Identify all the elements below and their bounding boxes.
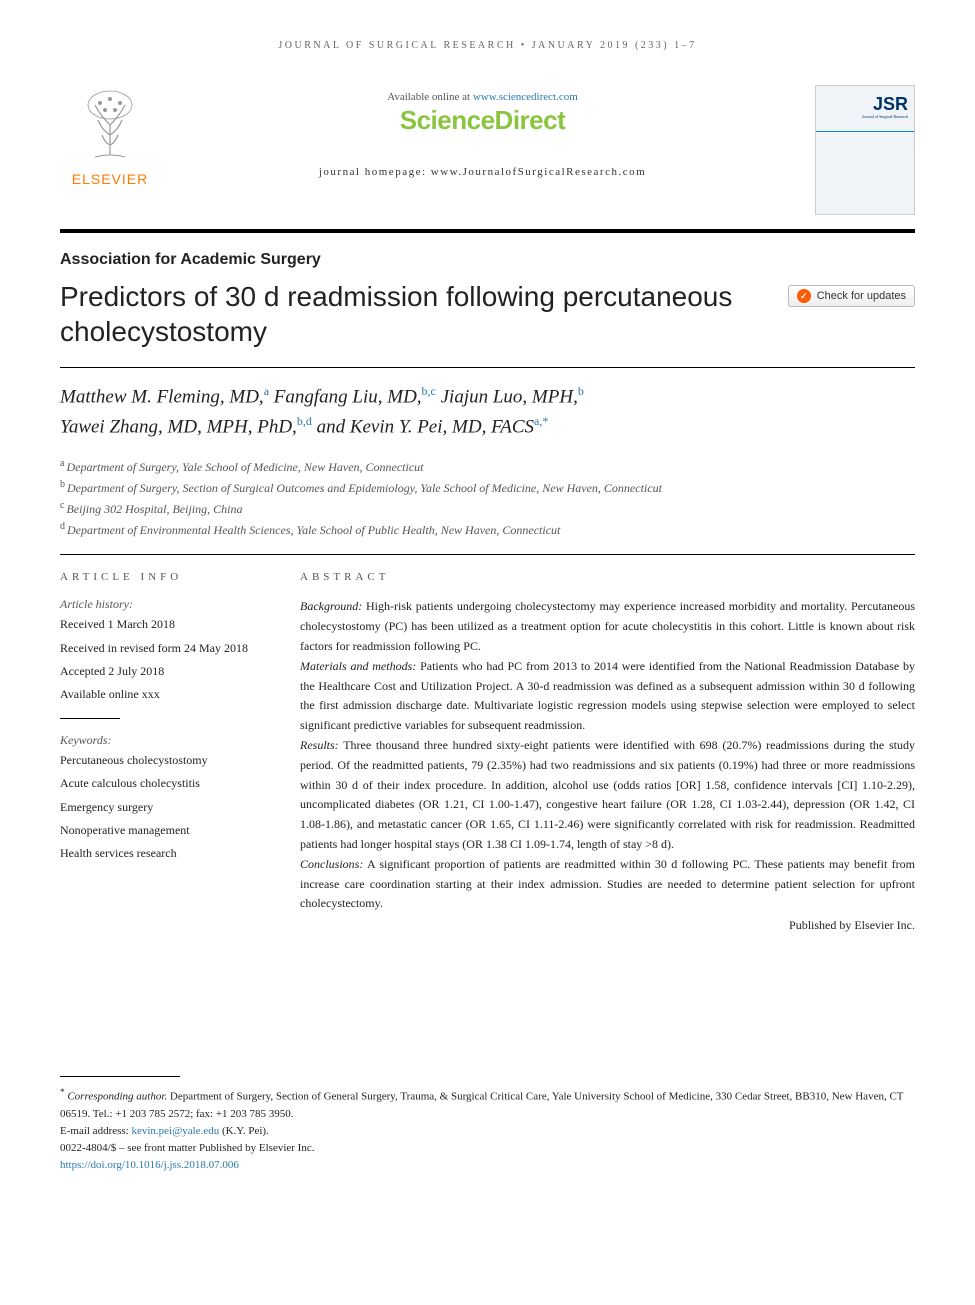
article-info-heading: ARTICLE INFO bbox=[60, 571, 260, 583]
keywords-label: Keywords: bbox=[60, 733, 260, 748]
abstract-bg-text: High-risk patients undergoing cholecyste… bbox=[300, 599, 915, 653]
cover-subtitle: Journal of Surgical Research bbox=[862, 114, 908, 119]
abstract-results: Results: Three thousand three hundred si… bbox=[300, 736, 915, 855]
corresponding-author: * Corresponding author. Department of Su… bbox=[60, 1085, 915, 1123]
running-head: JOURNAL OF SURGICAL RESEARCH • JANUARY 2… bbox=[60, 40, 915, 51]
article-info-column: ARTICLE INFO Article history: Received 1… bbox=[60, 571, 260, 936]
article-title: Predictors of 30 d readmission following… bbox=[60, 279, 768, 349]
footnote-rule bbox=[60, 1076, 180, 1077]
abstract-column: ABSTRACT Background: High-risk patients … bbox=[300, 571, 915, 936]
keyword: Acute calculous cholecystitis bbox=[60, 774, 260, 793]
history-label: Article history: bbox=[60, 597, 260, 612]
affiliation-item: dDepartment of Environmental Health Scie… bbox=[60, 519, 915, 540]
check-updates-button[interactable]: ✓ Check for updates bbox=[788, 285, 915, 307]
accepted-date: Accepted 2 July 2018 bbox=[60, 662, 260, 681]
affiliation-mark: c bbox=[60, 500, 64, 511]
corr-label: Corresponding author. bbox=[67, 1091, 167, 1103]
journal-cover-thumbnail[interactable]: JSR Journal of Surgical Research bbox=[815, 85, 915, 215]
affiliation-item: aDepartment of Surgery, Yale School of M… bbox=[60, 456, 915, 477]
affiliation-text: Department of Environmental Health Scien… bbox=[67, 523, 560, 537]
affiliation-mark: d bbox=[60, 521, 65, 532]
abstract-res-label: Results: bbox=[300, 738, 339, 752]
abstract-bg-label: Background: bbox=[300, 599, 362, 613]
affiliation-text: Department of Surgery, Section of Surgic… bbox=[67, 481, 662, 495]
affiliation-ref[interactable]: b bbox=[578, 384, 584, 398]
abstract-con-label: Conclusions: bbox=[300, 857, 363, 871]
abstract-res-text: Three thousand three hundred sixty-eight… bbox=[300, 738, 915, 851]
corr-text: Department of Surgery, Section of Genera… bbox=[60, 1091, 903, 1120]
affiliation-item: cBeijing 302 Hospital, Beijing, China bbox=[60, 498, 915, 519]
elsevier-label: ELSEVIER bbox=[60, 171, 160, 187]
author-name: Fangfang Liu, MD, bbox=[274, 386, 422, 407]
email-link[interactable]: kevin.pei@yale.edu bbox=[131, 1125, 219, 1137]
abstract-con-text: A significant proportion of patients are… bbox=[300, 857, 915, 911]
cover-title: JSR bbox=[873, 94, 908, 115]
affiliation-text: Department of Surgery, Yale School of Me… bbox=[66, 460, 423, 474]
affiliation-ref[interactable]: b,c bbox=[422, 384, 436, 398]
author-name: and Kevin Y. Pei, MD, FACS bbox=[317, 416, 534, 437]
corresponding-mark[interactable]: * bbox=[542, 414, 548, 428]
abstract-mm-label: Materials and methods: bbox=[300, 659, 416, 673]
affiliation-text: Beijing 302 Hospital, Beijing, China bbox=[66, 502, 242, 516]
sciencedirect-logo[interactable]: ScienceDirect bbox=[160, 105, 805, 136]
available-prefix: Available online at bbox=[387, 91, 473, 103]
author-name: Matthew M. Fleming, MD, bbox=[60, 386, 264, 407]
issn-line: 0022-4804/$ – see front matter Published… bbox=[60, 1140, 915, 1157]
abstract-background: Background: High-risk patients undergoin… bbox=[300, 597, 915, 656]
affiliation-ref[interactable]: a bbox=[264, 384, 269, 398]
footer: * Corresponding author. Department of Su… bbox=[60, 1085, 915, 1174]
section-label: Association for Academic Surgery bbox=[60, 251, 915, 269]
elsevier-tree-icon bbox=[70, 85, 150, 165]
received-date: Received 1 March 2018 bbox=[60, 615, 260, 634]
online-date: Available online xxx bbox=[60, 685, 260, 704]
homepage-url[interactable]: www.JournalofSurgicalResearch.com bbox=[431, 166, 646, 178]
author-rule bbox=[60, 554, 915, 555]
revised-date: Received in revised form 24 May 2018 bbox=[60, 639, 260, 658]
keyword: Percutaneous cholecystostomy bbox=[60, 751, 260, 770]
keyword: Emergency surgery bbox=[60, 798, 260, 817]
email-label: E-mail address: bbox=[60, 1125, 131, 1137]
info-divider bbox=[60, 718, 120, 719]
journal-homepage-line: journal homepage: www.JournalofSurgicalR… bbox=[160, 166, 805, 178]
keyword: Nonoperative management bbox=[60, 821, 260, 840]
affiliation-ref[interactable]: b,d bbox=[297, 414, 312, 428]
affiliations: aDepartment of Surgery, Yale School of M… bbox=[60, 456, 915, 541]
author-list: Matthew M. Fleming, MD,a Fangfang Liu, M… bbox=[60, 382, 915, 442]
email-line: E-mail address: kevin.pei@yale.edu (K.Y.… bbox=[60, 1123, 915, 1140]
sciencedirect-link[interactable]: www.sciencedirect.com bbox=[473, 91, 578, 103]
publisher-line: Published by Elsevier Inc. bbox=[300, 916, 915, 936]
author-name: Yawei Zhang, MD, MPH, PhD, bbox=[60, 416, 297, 437]
elsevier-logo[interactable]: ELSEVIER bbox=[60, 85, 160, 187]
doi-link[interactable]: https://doi.org/10.1016/j.jss.2018.07.00… bbox=[60, 1159, 239, 1171]
homepage-prefix: journal homepage: bbox=[319, 166, 431, 178]
abstract-conclusions: Conclusions: A significant proportion of… bbox=[300, 855, 915, 914]
email-who: (K.Y. Pei). bbox=[219, 1125, 269, 1137]
available-online-line: Available online at www.sciencedirect.co… bbox=[160, 91, 805, 103]
affiliation-mark: a bbox=[60, 458, 64, 469]
keyword: Health services research bbox=[60, 844, 260, 863]
abstract-methods: Materials and methods: Patients who had … bbox=[300, 657, 915, 736]
masthead: ELSEVIER Available online at www.science… bbox=[60, 75, 915, 233]
affiliation-item: bDepartment of Surgery, Section of Surgi… bbox=[60, 477, 915, 498]
abstract-heading: ABSTRACT bbox=[300, 571, 915, 583]
author-name: Jiajun Luo, MPH, bbox=[441, 386, 578, 407]
affiliation-mark: b bbox=[60, 479, 65, 490]
doi-line: https://doi.org/10.1016/j.jss.2018.07.00… bbox=[60, 1157, 915, 1174]
crossmark-icon: ✓ bbox=[797, 289, 811, 303]
title-rule bbox=[60, 367, 915, 368]
corr-mark: * bbox=[60, 1087, 65, 1097]
check-updates-label: Check for updates bbox=[817, 290, 906, 302]
